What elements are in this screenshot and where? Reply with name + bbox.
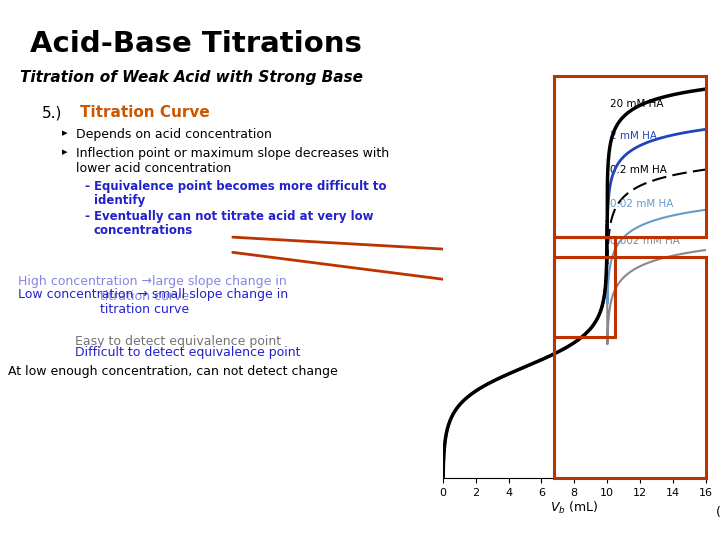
- Text: 0.02 mM HA: 0.02 mM HA: [611, 199, 674, 210]
- Text: At low enough concentration, can not detect change: At low enough concentration, can not det…: [8, 365, 338, 378]
- Text: 5.): 5.): [42, 105, 63, 120]
- Text: ▸: ▸: [62, 128, 68, 138]
- Text: Inflection point or maximum slope decreases with: Inflection point or maximum slope decrea…: [76, 147, 389, 160]
- Text: -: -: [84, 210, 89, 223]
- Text: Eventually can not titrate acid at very low: Eventually can not titrate acid at very …: [94, 210, 374, 223]
- Text: titration curve: titration curve: [100, 303, 189, 316]
- Text: Titration of Weak Acid with Strong Base: Titration of Weak Acid with Strong Base: [20, 70, 363, 85]
- Text: Equivalence point becomes more difficult to: Equivalence point becomes more difficult…: [94, 180, 387, 193]
- Text: Titration Curve: Titration Curve: [80, 105, 210, 120]
- Text: High concentration →large slope change in: High concentration →large slope change i…: [18, 275, 287, 288]
- Text: 0.2 mM HA: 0.2 mM HA: [611, 165, 667, 175]
- Text: -: -: [84, 180, 89, 193]
- Text: Low concentration → small slope change in: Low concentration → small slope change i…: [18, 288, 288, 301]
- Text: Depends on acid concentration: Depends on acid concentration: [76, 128, 272, 141]
- Text: Acid-Base Titrations: Acid-Base Titrations: [30, 30, 362, 58]
- Text: Difficult to detect equivalence point: Difficult to detect equivalence point: [75, 346, 300, 359]
- Text: lower acid concentration: lower acid concentration: [76, 162, 231, 175]
- Text: concentrations: concentrations: [94, 224, 193, 237]
- Text: 0.002 mM HA: 0.002 mM HA: [611, 235, 680, 246]
- Text: 20 mM HA: 20 mM HA: [611, 99, 664, 109]
- Text: 2 mM HA: 2 mM HA: [611, 131, 657, 141]
- Text: identify: identify: [94, 194, 145, 207]
- Text: ▸: ▸: [62, 147, 68, 157]
- Text: (b): (b): [716, 506, 720, 519]
- Text: Easy to detect equivalence point: Easy to detect equivalence point: [75, 335, 281, 348]
- Text: titration curve: titration curve: [100, 290, 189, 303]
- X-axis label: $V_b$ (mL): $V_b$ (mL): [550, 501, 598, 516]
